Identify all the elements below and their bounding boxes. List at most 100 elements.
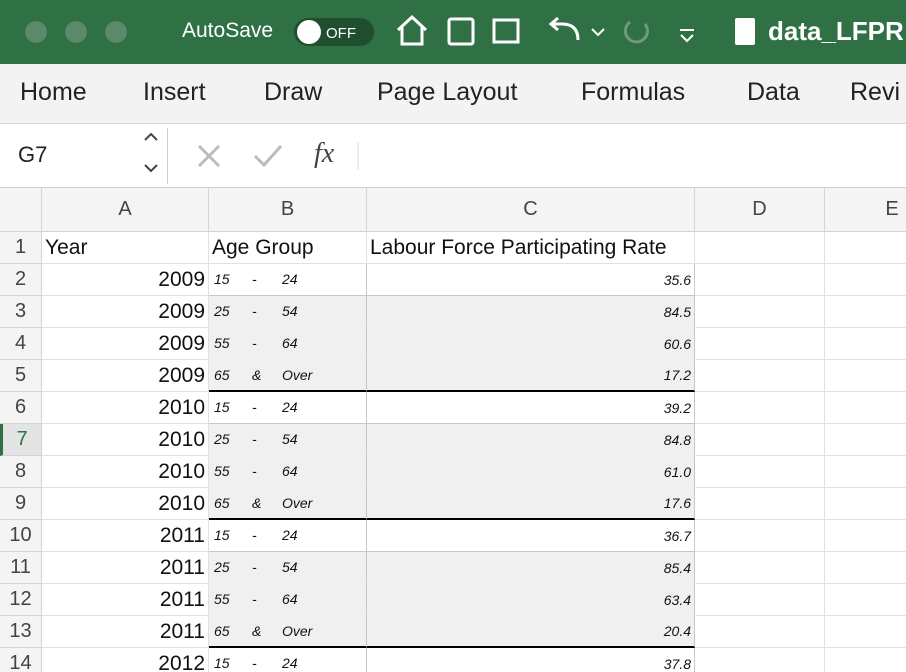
row-header[interactable]: 13 [0, 616, 42, 648]
cell[interactable] [695, 232, 825, 264]
cell[interactable]: 25 - 54 [209, 552, 367, 584]
cell[interactable] [695, 296, 825, 328]
cell[interactable]: 25 - 54 [209, 424, 367, 456]
cell[interactable] [825, 424, 906, 456]
fx-label[interactable]: fx [314, 138, 335, 169]
cell[interactable]: 63.4 [367, 584, 695, 616]
cell[interactable]: 2011 [42, 584, 209, 616]
row-header[interactable]: 2 [0, 264, 42, 296]
cell[interactable]: 2011 [42, 616, 209, 648]
cell[interactable]: Age Group [209, 232, 367, 264]
cell[interactable] [825, 360, 906, 392]
row-header[interactable]: 11 [0, 552, 42, 584]
cell[interactable] [695, 456, 825, 488]
cell[interactable]: 2009 [42, 360, 209, 392]
cell[interactable]: 15 - 24 [209, 648, 367, 672]
cell[interactable]: 55 - 64 [209, 456, 367, 488]
zoom-button[interactable] [105, 21, 127, 43]
save-icon[interactable] [447, 17, 475, 46]
cell[interactable] [825, 264, 906, 296]
cell[interactable]: 2009 [42, 328, 209, 360]
cell[interactable] [825, 328, 906, 360]
cell[interactable] [825, 584, 906, 616]
column-header[interactable]: D [695, 188, 825, 232]
cell[interactable]: 2011 [42, 552, 209, 584]
cell[interactable]: 37.8 [367, 648, 695, 672]
ribbon-tab[interactable]: Draw [264, 78, 323, 106]
undo-menu[interactable] [591, 28, 605, 37]
cell[interactable]: 2010 [42, 424, 209, 456]
cell[interactable]: 2010 [42, 392, 209, 424]
cell[interactable] [825, 520, 906, 552]
cell[interactable]: 15 - 24 [209, 264, 367, 296]
row-header[interactable]: 7 [0, 424, 42, 456]
cell[interactable]: 65 & Over [209, 360, 367, 392]
cell[interactable]: 39.2 [367, 392, 695, 424]
cell[interactable]: 2009 [42, 296, 209, 328]
cell[interactable] [695, 520, 825, 552]
cell[interactable] [695, 616, 825, 648]
cell[interactable]: 61.0 [367, 456, 695, 488]
row-header[interactable]: 8 [0, 456, 42, 488]
row-header[interactable]: 14 [0, 648, 42, 672]
ribbon-tab[interactable]: Home [20, 78, 87, 106]
ribbon-tab[interactable]: Revi [850, 78, 901, 106]
row-header[interactable]: 3 [0, 296, 42, 328]
cell[interactable]: 84.8 [367, 424, 695, 456]
close-button[interactable] [25, 21, 47, 43]
undo-icon[interactable] [548, 16, 580, 41]
cell[interactable] [695, 424, 825, 456]
row-header[interactable]: 4 [0, 328, 42, 360]
customize-icon[interactable] [680, 29, 694, 43]
cell[interactable]: 55 - 64 [209, 328, 367, 360]
cell[interactable]: 17.6 [367, 488, 695, 520]
cell[interactable] [825, 392, 906, 424]
cell[interactable] [695, 264, 825, 296]
cell[interactable] [695, 584, 825, 616]
column-header[interactable]: E [825, 188, 906, 232]
cell[interactable] [825, 648, 906, 672]
row-header[interactable]: 5 [0, 360, 42, 392]
cell[interactable]: 65 & Over [209, 488, 367, 520]
cell[interactable]: 25 - 54 [209, 296, 367, 328]
cell[interactable]: Labour Force Participating Rate [367, 232, 695, 264]
ribbon-tab[interactable]: Insert [143, 78, 206, 106]
cell[interactable] [825, 488, 906, 520]
ribbon-tab[interactable]: Data [747, 78, 800, 106]
cell[interactable]: 60.6 [367, 328, 695, 360]
row-header[interactable]: 9 [0, 488, 42, 520]
row-header[interactable]: 10 [0, 520, 42, 552]
cell[interactable]: 35.6 [367, 264, 695, 296]
column-header[interactable]: C [367, 188, 695, 232]
column-header[interactable]: A [42, 188, 209, 232]
cell[interactable] [825, 232, 906, 264]
cell[interactable] [825, 616, 906, 648]
ribbon-tab[interactable]: Formulas [581, 78, 686, 106]
cell[interactable]: 55 - 64 [209, 584, 367, 616]
cell[interactable]: 85.4 [367, 552, 695, 584]
cell[interactable]: 2012 [42, 648, 209, 672]
cell[interactable] [825, 296, 906, 328]
cell[interactable] [695, 552, 825, 584]
cell[interactable]: 2011 [42, 520, 209, 552]
select-all[interactable] [0, 188, 42, 232]
cell[interactable] [695, 392, 825, 424]
cell[interactable] [695, 488, 825, 520]
row-header[interactable]: 6 [0, 392, 42, 424]
name-box[interactable] [0, 128, 168, 184]
cell[interactable]: 65 & Over [209, 616, 367, 648]
cell[interactable] [695, 648, 825, 672]
name-box-stepper[interactable] [144, 132, 158, 173]
cell[interactable] [695, 360, 825, 392]
cell[interactable]: 20.4 [367, 616, 695, 648]
cell[interactable]: 84.5 [367, 296, 695, 328]
cell[interactable]: 36.7 [367, 520, 695, 552]
row-header[interactable]: 12 [0, 584, 42, 616]
cell[interactable] [825, 552, 906, 584]
cell[interactable]: 17.2 [367, 360, 695, 392]
row-header[interactable]: 1 [0, 232, 42, 264]
cell[interactable] [695, 328, 825, 360]
cell[interactable]: 15 - 24 [209, 520, 367, 552]
cell[interactable]: Year [42, 232, 209, 264]
cell[interactable] [825, 456, 906, 488]
